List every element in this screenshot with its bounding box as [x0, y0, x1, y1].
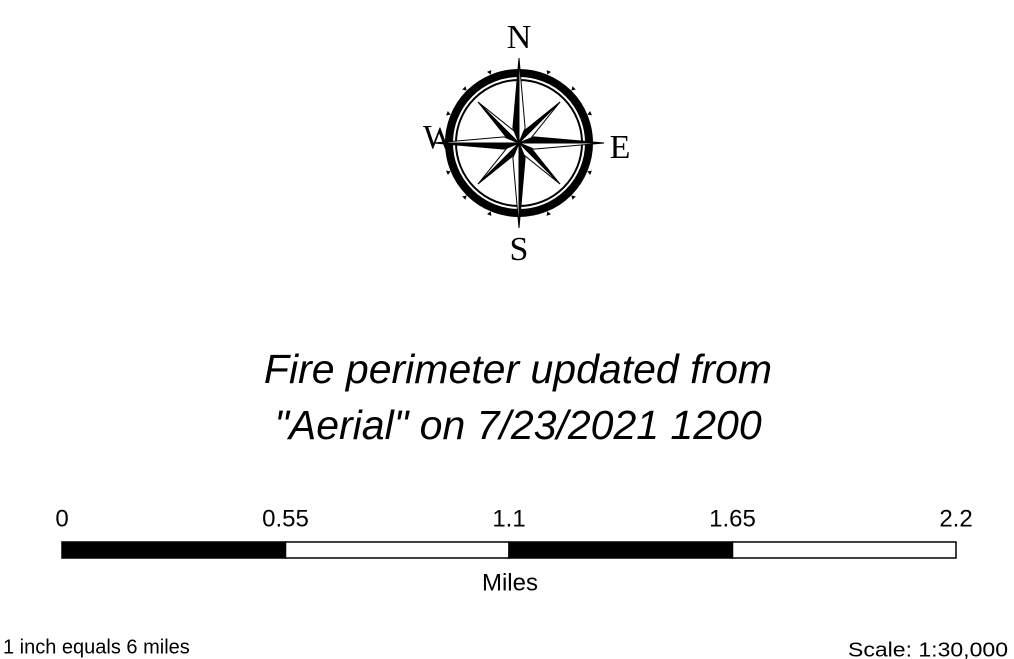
- scale-segment: [733, 542, 957, 558]
- compass-tick: [446, 171, 451, 175]
- scale-units: Miles: [482, 569, 538, 596]
- compass-west: W: [423, 119, 456, 156]
- title-line: Fire perimeter updated from: [264, 346, 772, 392]
- compass-tick: [462, 86, 466, 90]
- compass-tick: [547, 70, 551, 75]
- compass-tick: [571, 86, 575, 90]
- scale-segment: [286, 542, 510, 558]
- scale-tick-label: 0: [55, 505, 68, 532]
- scale-ratio: Scale: 1:30,000: [848, 639, 1008, 659]
- compass-tick: [571, 195, 575, 199]
- scale-tick-label: 2.2: [939, 505, 972, 532]
- compass-point: [519, 102, 560, 143]
- compass-tick: [587, 171, 592, 175]
- compass-tick: [547, 211, 551, 216]
- scale-bar: 0 0.55 1.1 1.65 2.2: [55, 505, 972, 558]
- title-line: "Aerial" on 7/23/2021 1200: [274, 402, 762, 448]
- page: {"compass": {"north": "N", "south": "S",…: [0, 0, 1014, 659]
- compass-tick: [487, 211, 491, 216]
- compass-tick: [462, 195, 466, 199]
- compass-point: [478, 143, 519, 184]
- compass-rose: [434, 58, 604, 228]
- scale-segment: [62, 542, 286, 558]
- scale-tick-label: 0.55: [262, 505, 309, 532]
- compass-point: [478, 102, 519, 143]
- scale-segment: [509, 542, 733, 558]
- compass-south: S: [510, 231, 529, 268]
- scale-tick-label: 1.1: [492, 505, 525, 532]
- compass-tick: [446, 111, 451, 115]
- compass-north: N: [507, 19, 532, 56]
- compass-point: [519, 143, 560, 184]
- compass-east: E: [610, 129, 631, 166]
- map-legend: N S E W Fire perimeter updated from "Aer…: [0, 0, 1014, 659]
- compass-tick: [487, 70, 491, 75]
- inch-equivalence: 1 inch equals 6 miles: [3, 636, 190, 658]
- scale-tick-label: 1.65: [709, 505, 756, 532]
- compass-tick: [587, 111, 592, 115]
